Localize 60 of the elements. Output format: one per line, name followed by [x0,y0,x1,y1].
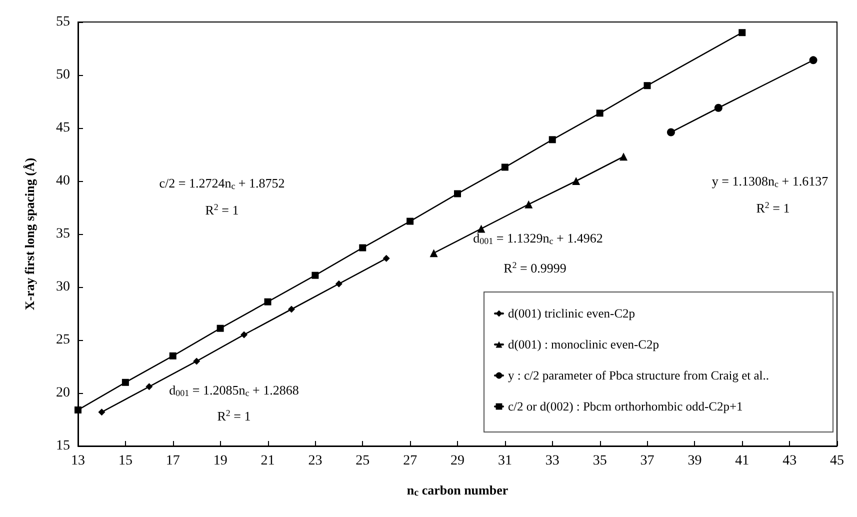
point [666,128,675,136]
x-tick-label: 29 [450,454,464,468]
x-tick-label: 15 [118,454,132,468]
point [98,408,106,416]
x-tick-label: 13 [71,454,85,468]
point [335,280,342,288]
point [477,224,486,233]
x-tick-label: 37 [640,454,654,468]
point [714,104,722,112]
point [193,358,200,365]
point [240,331,248,338]
point [169,352,176,360]
y-tick-label: 35 [56,226,70,242]
y-tick-label: 50 [56,68,70,82]
x-tick-label: 27 [403,454,418,468]
point [596,110,604,117]
y-tick-label: 55 [56,14,70,30]
legend-label: y : c/2 parameter of Pbca structure from Craig et al.. [508,368,770,382]
x-tick-label: 35 [592,454,607,468]
x-tick-label: 25 [356,454,370,468]
point [122,378,129,386]
point [501,164,508,171]
x-tick-label: 17 [166,454,180,468]
legend-label: c/2 or d(002) : Pbcm orthorhombic odd-C2p+1 [508,400,743,414]
y-tick-label: 25 [56,332,70,348]
y-axis-title: X-ray first long spacing (Å) [22,158,37,310]
point [524,200,533,208]
x-tick-label: 31 [498,454,512,468]
legend-label: d(001) : monoclinic even-C2p [508,338,660,352]
point [406,218,414,225]
x-tick-label: 45 [830,454,844,468]
x-tick-label: 33 [545,454,560,468]
y-tick-label: 40 [56,174,70,188]
point [382,254,390,262]
y-tick-label: 30 [56,280,70,294]
y-tick-label: 15 [56,438,70,454]
point [146,383,153,390]
point [359,244,366,252]
point [738,29,746,36]
point [548,136,556,144]
point [644,82,651,90]
y-tick-label: 45 [56,120,70,136]
x-tick-label: 39 [688,454,702,468]
point [454,190,461,198]
point [74,406,82,414]
point [216,324,224,332]
y-tick-label: 20 [56,386,70,400]
x-tick-label: 23 [308,454,322,468]
point [312,272,319,279]
legend-label: d(001) triclinic even-C2p [508,306,636,320]
point [572,177,580,185]
x-tick-label: 19 [213,454,228,468]
point [288,306,295,313]
point [264,298,272,306]
x-tick-label: 43 [782,454,797,468]
x-tick-label: 21 [260,454,275,468]
point [430,249,438,258]
point [620,152,628,161]
x-tick-label: 41 [735,454,750,468]
point [809,56,818,64]
